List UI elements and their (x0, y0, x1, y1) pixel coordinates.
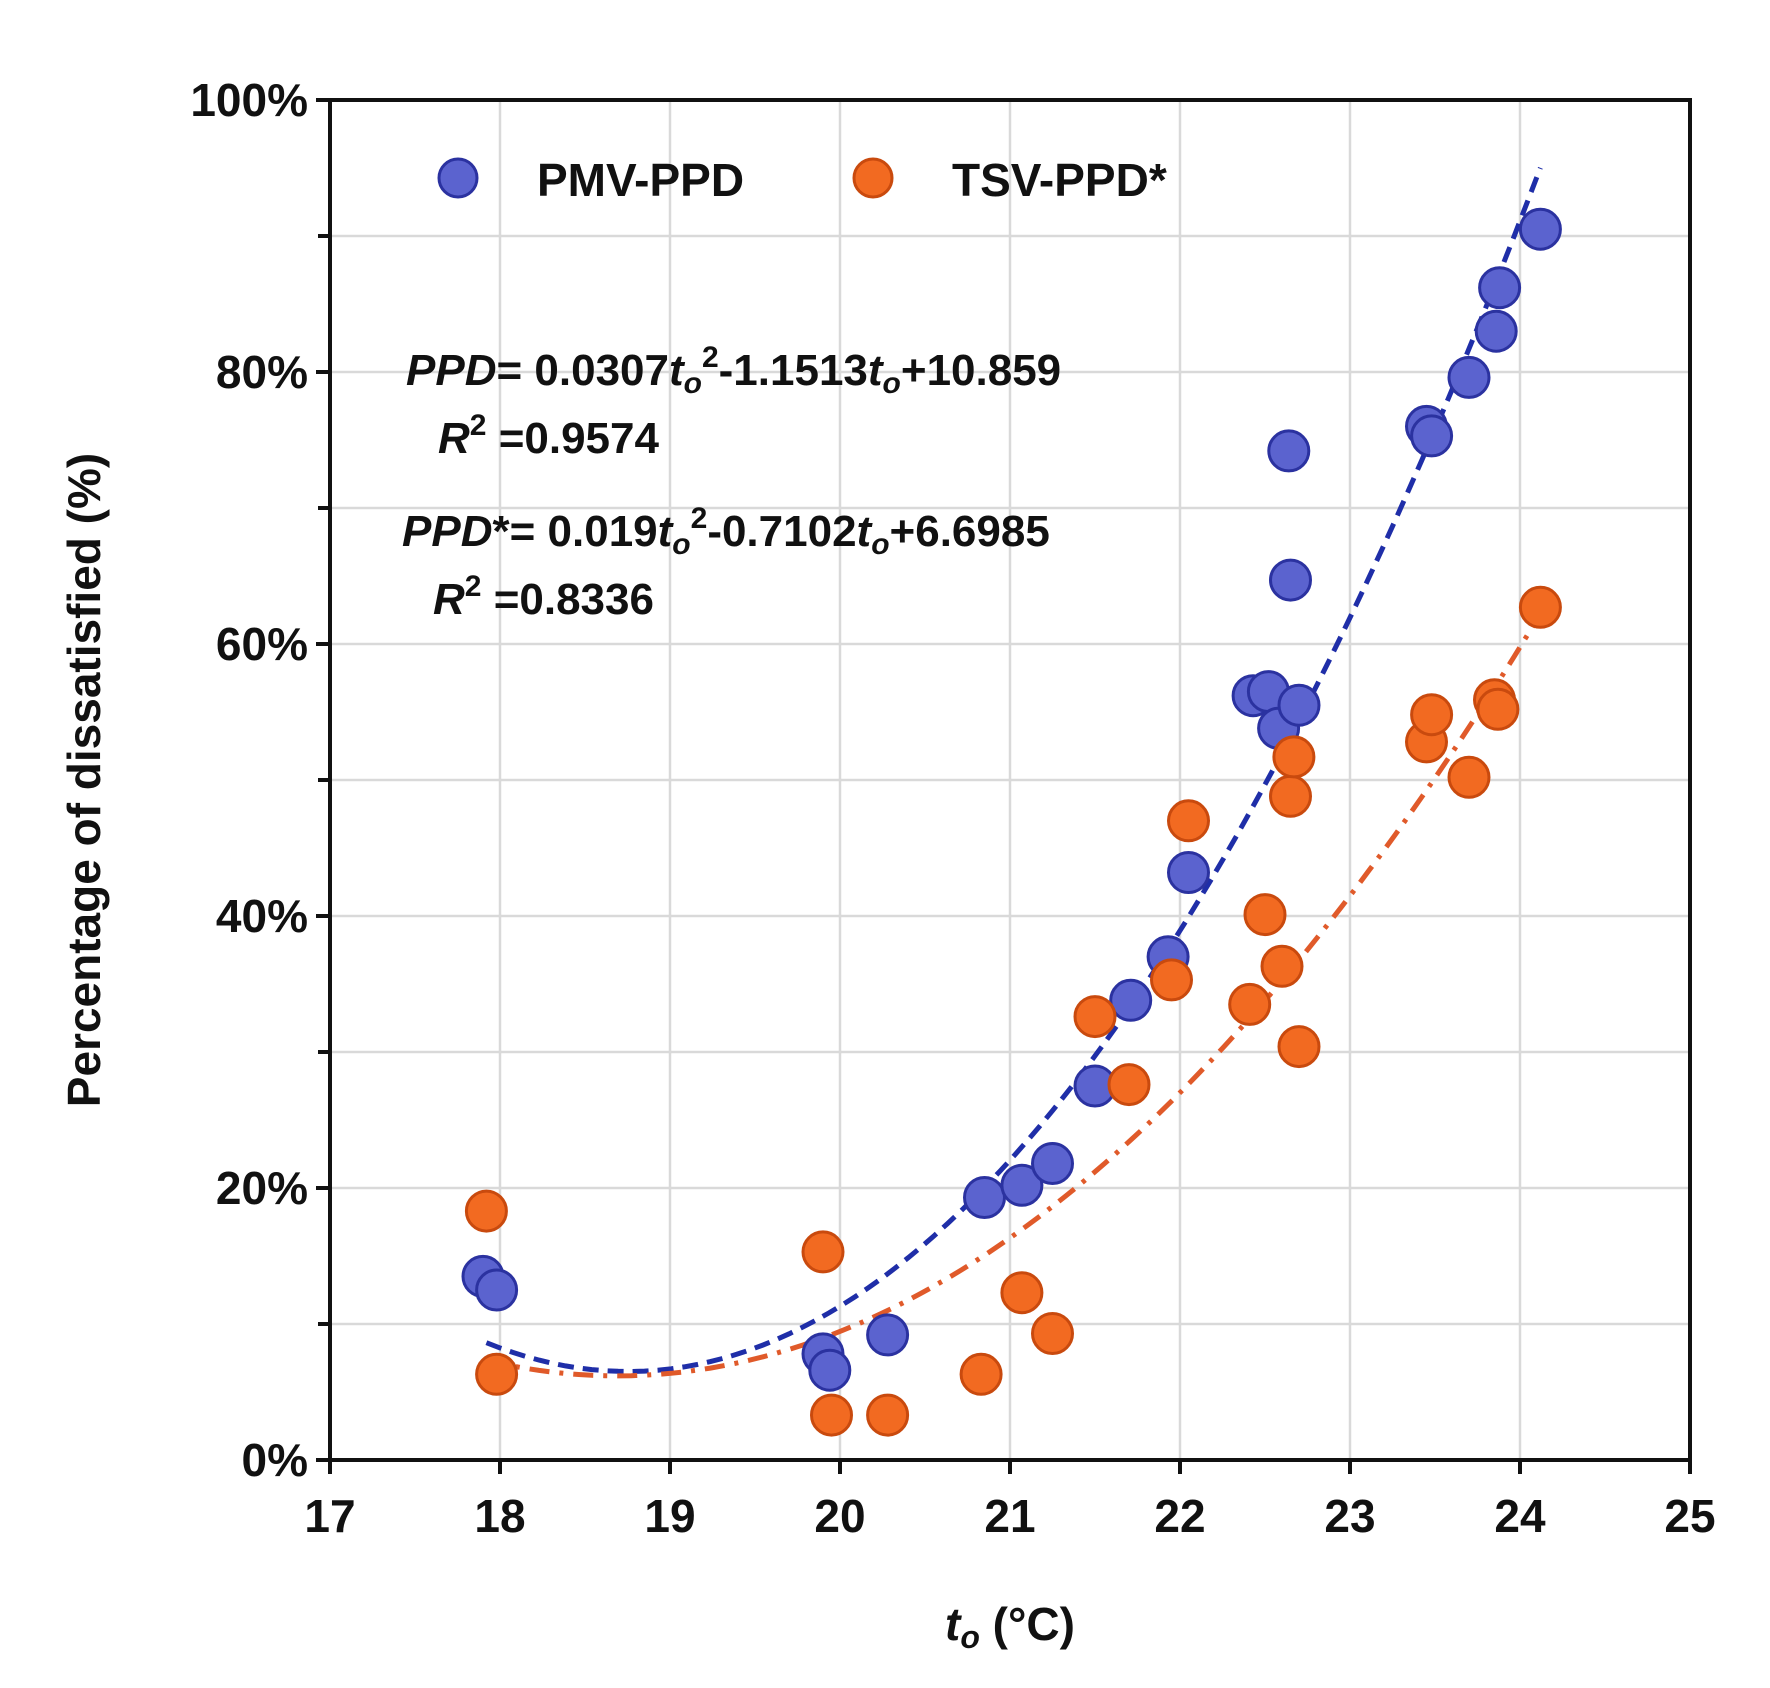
tsv-ppd-point (1277, 1025, 1321, 1069)
pmv-ppd-point (1109, 978, 1153, 1022)
y-tick-label: 20% (216, 1162, 308, 1214)
y-tick-label: 40% (216, 890, 308, 942)
pmv-ppd-point (1410, 414, 1454, 458)
pmv-ppd-point (1447, 355, 1491, 399)
pmv-ppd-point (1474, 309, 1518, 353)
tsv-ppd-point (1000, 1271, 1044, 1315)
tsv-ppd-point (475, 1352, 519, 1396)
pmv-ppd-point (1478, 266, 1522, 310)
tsv-ppd-point (801, 1230, 845, 1274)
tsv-ppd-equation: PPD*= 0.019to2-0.7102to+6.6985 (402, 502, 1050, 561)
tsv-ppd-fit-curve (485, 612, 1543, 1379)
pmv-ppd-point (808, 1348, 852, 1392)
legend: PMV-PPD TSV-PPD* (437, 154, 1167, 206)
x-tick-label: 22 (1154, 1490, 1205, 1542)
pmv-ppd-point (963, 1176, 1006, 1219)
pmv-ppd-point (1167, 851, 1210, 894)
tsv-ppd-point (1107, 1063, 1151, 1107)
tsv-ppd-point (464, 1189, 508, 1233)
tsv-ppd-point (1476, 687, 1520, 731)
legend-label-pmv-ppd: PMV-PPD (537, 154, 744, 206)
tsv-ppd-point (1167, 799, 1210, 843)
y-tick-label: 60% (216, 618, 308, 670)
pmv-ppd-point (866, 1313, 910, 1357)
tsv-ppd-point (1260, 944, 1304, 988)
y-axis-title: Percentage of dissatisfied (%) (58, 453, 110, 1107)
x-tick-label: 19 (644, 1490, 695, 1542)
pmv-ppd-point (1518, 207, 1562, 251)
y-tick-label: 0% (242, 1434, 308, 1486)
legend-marker-tsv-ppd (852, 157, 894, 199)
pmv-ppd-point (1269, 558, 1312, 602)
axis-ticks: 17 18 19 20 21 22 23 24 25 0% 20% 40% 60% 80% 100% (190, 74, 1715, 1542)
tsv-ppd-point (1272, 735, 1316, 779)
legend-marker-pmv-ppd (437, 157, 479, 199)
pmv-ppd-point (1277, 683, 1321, 727)
x-tick-label: 18 (474, 1490, 525, 1542)
pmv-ppd-r-squared: R2 =0.9574 (438, 409, 659, 463)
tsv-ppd-point (1518, 585, 1562, 629)
x-tick-label: 21 (984, 1490, 1035, 1542)
x-tick-label: 23 (1324, 1490, 1375, 1542)
legend-label-tsv-ppd: TSV-PPD* (952, 154, 1167, 206)
pmv-ppd-point (475, 1268, 519, 1312)
fit-curves (485, 166, 1543, 1379)
tsv-ppd-point (1410, 693, 1454, 737)
data-points (461, 207, 1562, 1437)
pmv-ppd-point (1267, 429, 1311, 473)
x-tick-label: 17 (304, 1490, 355, 1542)
pmv-ppd-point (1031, 1142, 1074, 1185)
tsv-ppd-point (1073, 995, 1117, 1039)
tsv-ppd-point (959, 1352, 1003, 1396)
tsv-ppd-point (1228, 982, 1272, 1026)
equation-annotations: PPD= 0.0307to2-1.1513to+10.859 R2 =0.957… (402, 341, 1061, 624)
x-axis-title: to (°C) (945, 1598, 1075, 1655)
tsv-ppd-point (1243, 893, 1287, 937)
tsv-ppd-point (1150, 958, 1193, 1002)
x-tick-label: 25 (1664, 1490, 1715, 1542)
tsv-ppd-point (1269, 774, 1312, 818)
x-tick-label: 24 (1494, 1490, 1546, 1542)
x-tick-label: 20 (814, 1490, 865, 1542)
pmv-ppd-equation: PPD= 0.0307to2-1.1513to+10.859 (406, 341, 1061, 400)
tsv-ppd-r-squared: R2 =0.8336 (433, 570, 654, 624)
y-tick-label: 80% (216, 346, 308, 398)
tsv-ppd-point (1031, 1312, 1074, 1355)
pmv-ppd-point (1000, 1163, 1044, 1207)
y-tick-label: 100% (190, 74, 308, 126)
tsv-ppd-point (810, 1393, 853, 1437)
tsv-ppd-point (866, 1393, 910, 1437)
pmv-ppd-fit-curve (485, 166, 1543, 1375)
tsv-ppd-point (1447, 755, 1491, 799)
